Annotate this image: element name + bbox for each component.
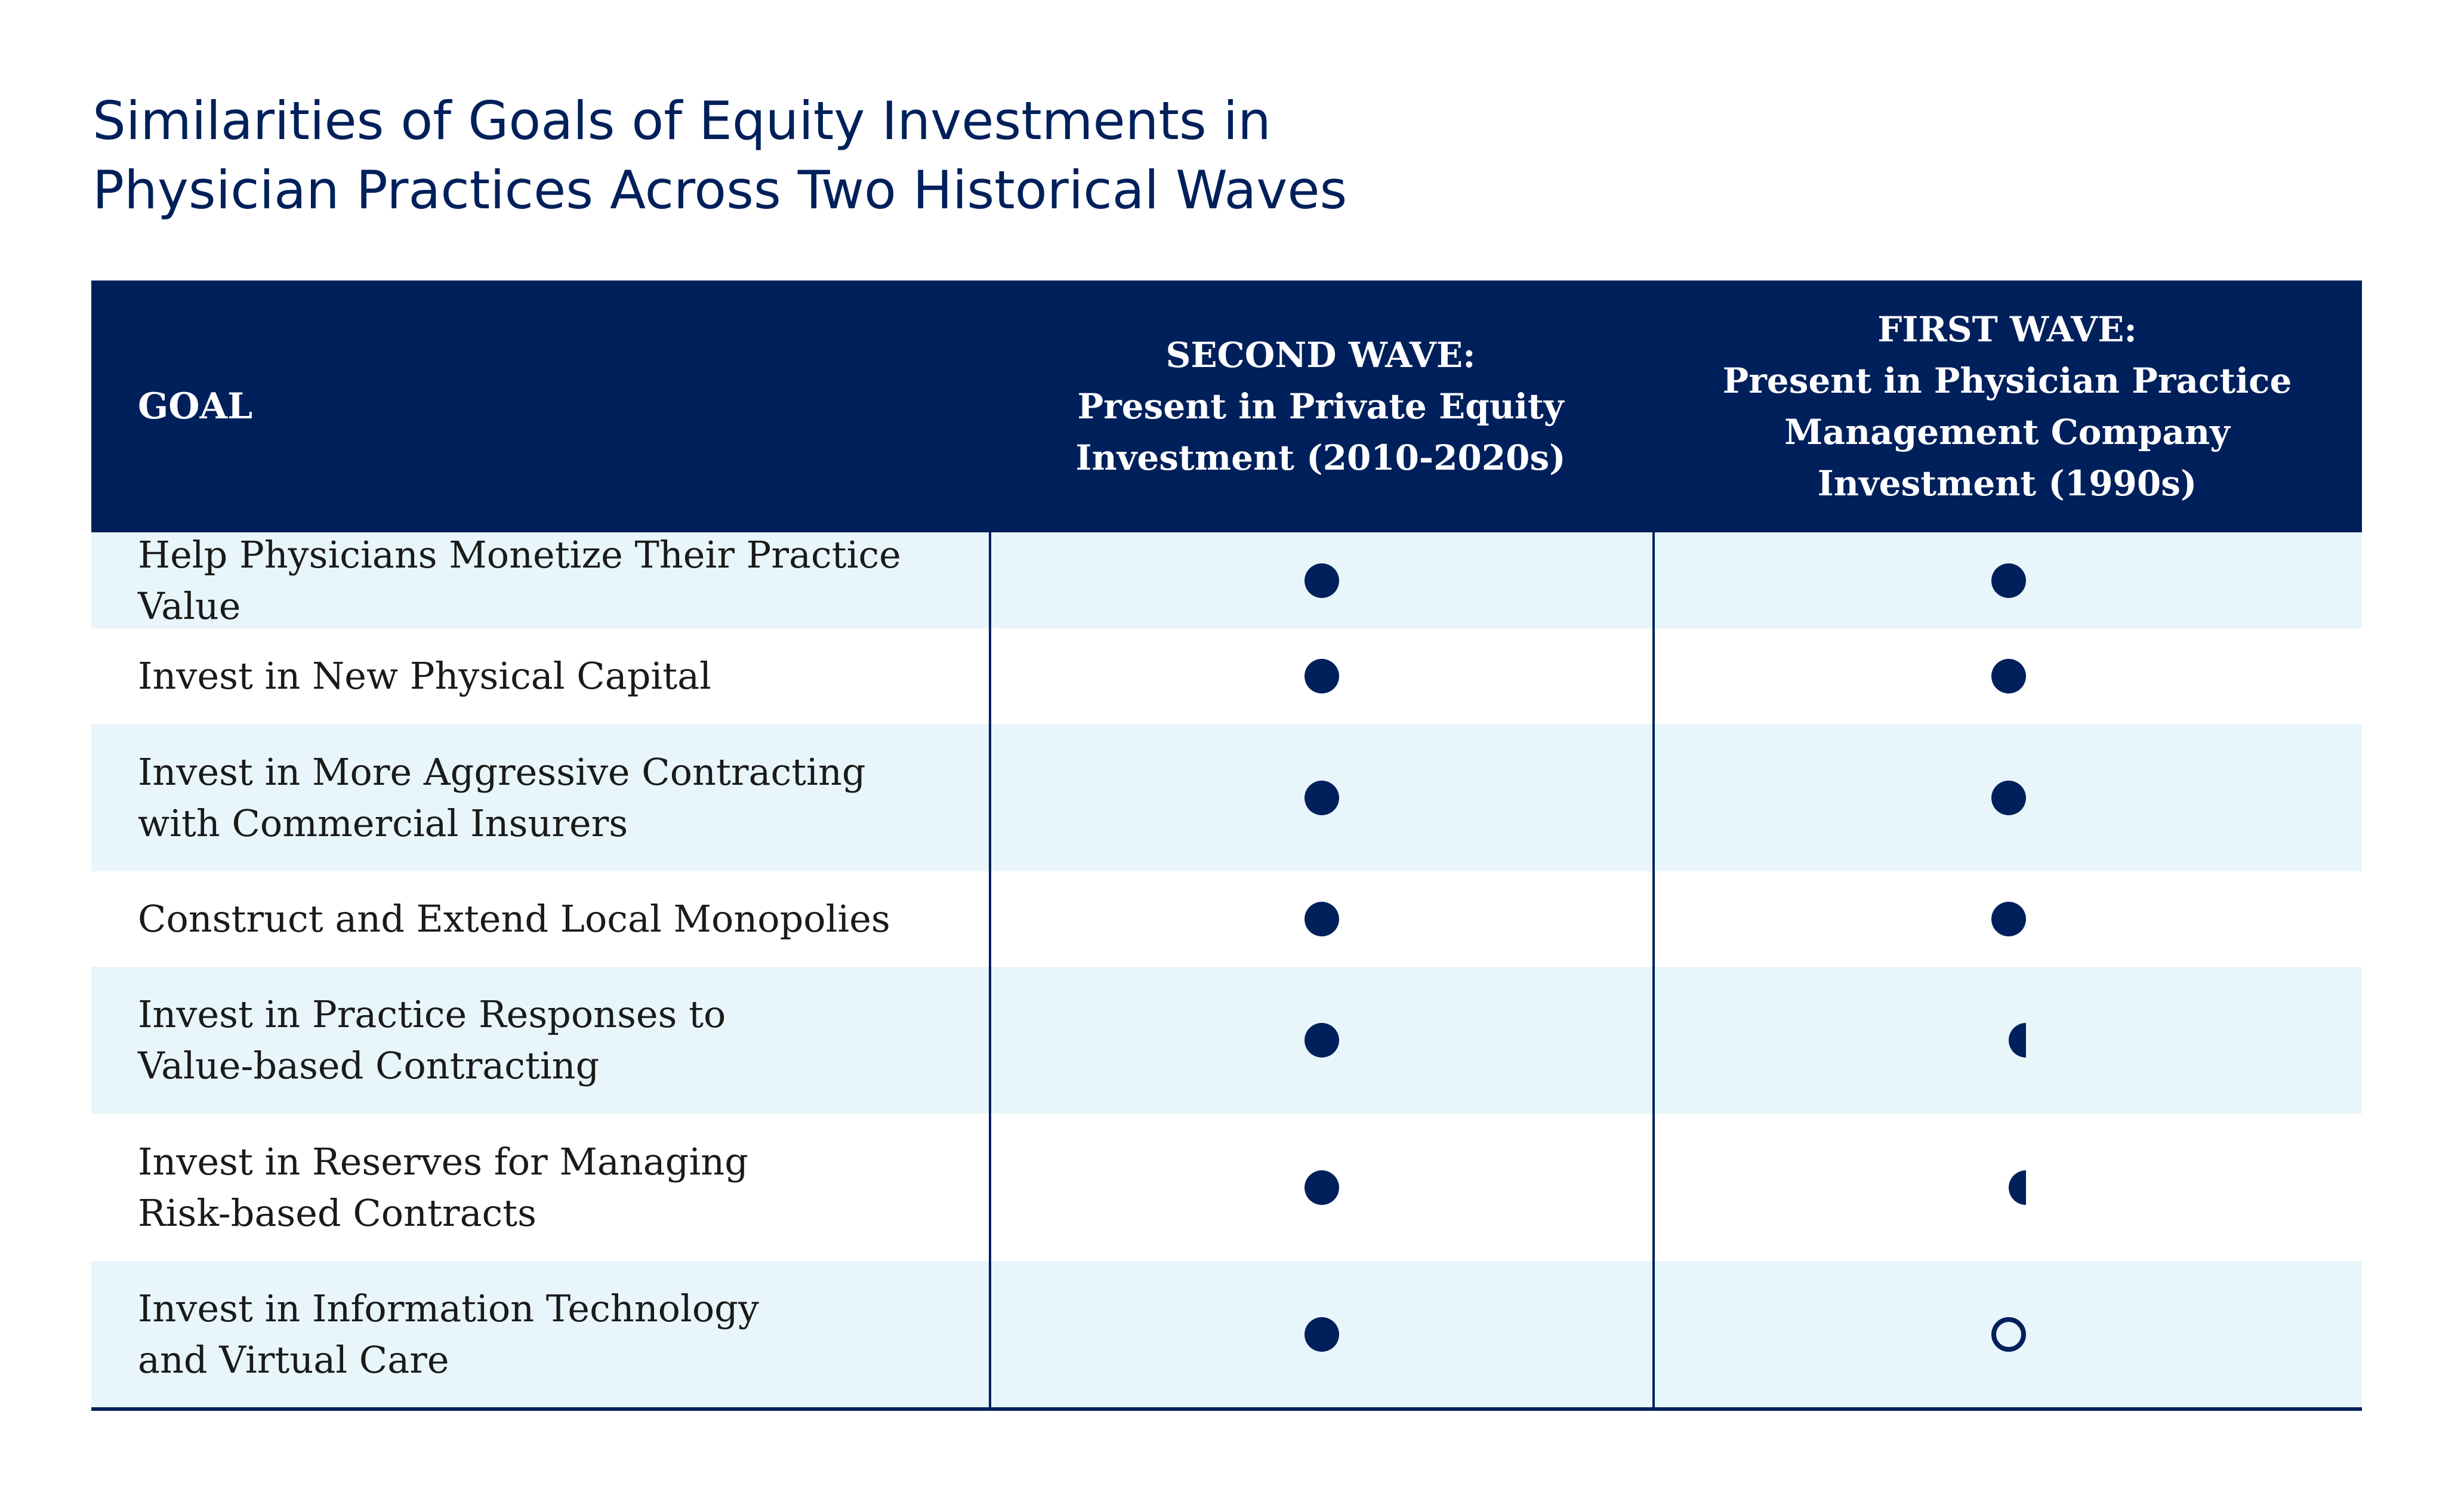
goal-cell: Invest in More Aggressive Contracting wi… bbox=[91, 724, 989, 871]
empty-circle-icon bbox=[1991, 1317, 2026, 1352]
header-first-wave-line-3: Management Company bbox=[1784, 412, 2230, 452]
full-circle-icon bbox=[1305, 902, 1339, 936]
comparison-table: GOAL SECOND WAVE: Present in Private Equ… bbox=[91, 280, 2362, 1411]
header-first-wave: FIRST WAVE: Present in Physician Practic… bbox=[1652, 280, 2362, 532]
second-wave-cell bbox=[989, 532, 1652, 628]
goal-text-line-2: Risk-based Contracts bbox=[138, 1191, 536, 1235]
table-row: Invest in Practice Responses to Value-ba… bbox=[91, 967, 2362, 1114]
title-line-1: Similarities of Goals of Equity Investme… bbox=[92, 90, 1271, 152]
header-second-wave: SECOND WAVE: Present in Private Equity I… bbox=[989, 280, 1652, 532]
goal-text-line-2: and Virtual Care bbox=[138, 1337, 449, 1382]
goal-cell: Construct and Extend Local Monopolies bbox=[91, 871, 989, 967]
title-line-2: Physician Practices Across Two Historica… bbox=[92, 159, 1347, 221]
full-circle-icon bbox=[1305, 1317, 1339, 1352]
full-circle-icon bbox=[1305, 780, 1339, 815]
table-row: Invest in More Aggressive Contracting wi… bbox=[91, 724, 2362, 871]
full-circle-icon bbox=[1305, 563, 1339, 598]
first-wave-cell bbox=[1652, 628, 2362, 724]
table-row: Construct and Extend Local Monopolies bbox=[91, 871, 2362, 967]
second-wave-cell bbox=[989, 967, 1652, 1114]
goal-text: Construct and Extend Local Monopolies bbox=[138, 897, 890, 941]
full-circle-icon bbox=[1305, 1023, 1339, 1058]
full-circle-icon bbox=[1991, 659, 2026, 693]
header-first-wave-line-2: Present in Physician Practice bbox=[1722, 360, 2292, 401]
first-wave-cell bbox=[1652, 967, 2362, 1114]
goal-text-line-1: Invest in Reserves for Managing bbox=[138, 1139, 748, 1183]
half-circle-icon bbox=[2008, 1170, 2026, 1205]
full-circle-icon bbox=[1991, 563, 2026, 598]
goal-cell: Help Physicians Monetize Their Practice … bbox=[91, 532, 989, 628]
goal-text-line-1: Invest in Information Technology bbox=[138, 1286, 759, 1330]
goal-cell: Invest in Practice Responses to Value-ba… bbox=[91, 967, 989, 1114]
second-wave-cell bbox=[989, 871, 1652, 967]
full-circle-icon bbox=[1991, 780, 2026, 815]
header-first-wave-line-4: Investment (1990s) bbox=[1817, 463, 2197, 504]
table-row: Invest in Information Technology and Vir… bbox=[91, 1261, 2362, 1407]
full-circle-icon bbox=[1991, 902, 2026, 936]
goal-cell: Invest in Information Technology and Vir… bbox=[91, 1261, 989, 1407]
header-first-wave-line-1: FIRST WAVE: bbox=[1877, 309, 2137, 350]
goal-text-line-2: Value-based Contracting bbox=[138, 1044, 600, 1087]
goal-cell: Invest in New Physical Capital bbox=[91, 628, 989, 724]
goal-text-line-2: with Commercial Insurers bbox=[138, 801, 628, 845]
second-wave-cell bbox=[989, 724, 1652, 871]
goal-text: Invest in New Physical Capital bbox=[138, 654, 711, 698]
goal-text-line-1: Invest in More Aggressive Contracting bbox=[138, 750, 866, 794]
goal-cell: Invest in Reserves for Managing Risk-bas… bbox=[91, 1114, 989, 1261]
header-second-wave-line-2: Present in Private Equity bbox=[1077, 386, 1564, 427]
header-second-wave-line-1: SECOND WAVE: bbox=[1165, 335, 1476, 375]
page-title: Similarities of Goals of Equity Investme… bbox=[92, 87, 1644, 225]
table-row: Invest in New Physical Capital bbox=[91, 628, 2362, 724]
second-wave-cell bbox=[989, 628, 1652, 724]
table-header: GOAL SECOND WAVE: Present in Private Equ… bbox=[91, 280, 2362, 532]
first-wave-cell bbox=[1652, 724, 2362, 871]
table-row: Help Physicians Monetize Their Practice … bbox=[91, 532, 2362, 628]
table-bottom-border bbox=[91, 1407, 2362, 1411]
first-wave-cell bbox=[1652, 871, 2362, 967]
table-row: Invest in Reserves for Managing Risk-bas… bbox=[91, 1114, 2362, 1261]
goal-text-line-1: Invest in Practice Responses to bbox=[138, 992, 726, 1036]
full-circle-icon bbox=[1305, 659, 1339, 693]
goal-text: Help Physicians Monetize Their Practice … bbox=[138, 532, 901, 628]
first-wave-cell bbox=[1652, 532, 2362, 628]
second-wave-cell bbox=[989, 1261, 1652, 1407]
first-wave-cell bbox=[1652, 1114, 2362, 1261]
header-goal: GOAL bbox=[138, 386, 253, 427]
half-circle-icon bbox=[2008, 1023, 2026, 1058]
first-wave-cell bbox=[1652, 1261, 2362, 1407]
second-wave-cell bbox=[989, 1114, 1652, 1261]
full-circle-icon bbox=[1305, 1170, 1339, 1205]
header-second-wave-line-3: Investment (2010-2020s) bbox=[1075, 437, 1566, 478]
